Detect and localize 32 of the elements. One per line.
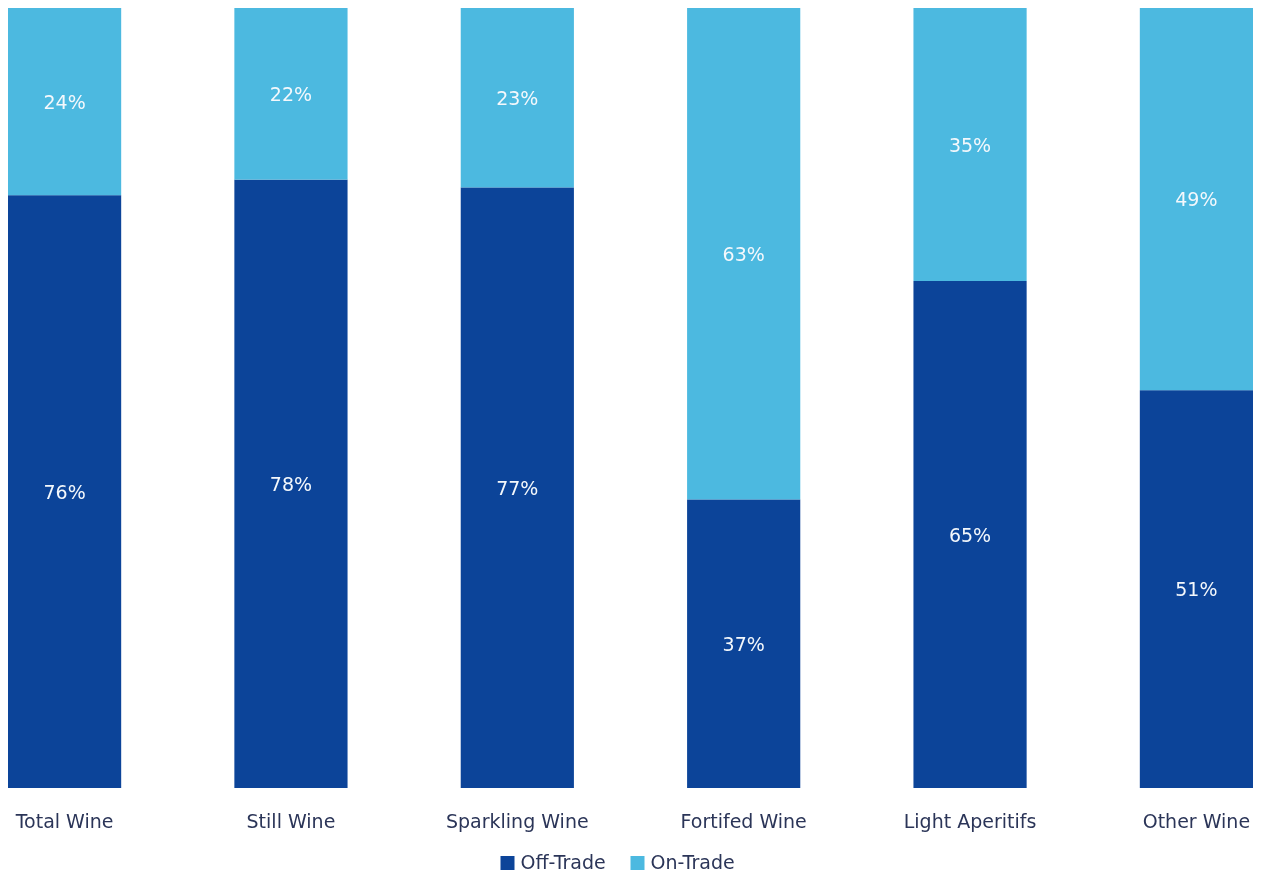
data-label: 37% — [722, 632, 765, 655]
bar — [8, 195, 122, 788]
data-label: 63% — [722, 242, 765, 265]
bar — [460, 187, 574, 788]
data-label: 49% — [1175, 188, 1218, 211]
x-tick-label: Light Aperitifs — [903, 810, 1037, 832]
bar — [687, 499, 801, 788]
x-tick-label: Fortifed Wine — [680, 810, 807, 832]
data-label: 24% — [43, 90, 86, 113]
data-label: 77% — [496, 476, 539, 499]
x-tick-label: Sparkling Wine — [445, 810, 589, 832]
x-tick-label: Total Wine — [14, 810, 114, 832]
bar — [913, 8, 1027, 281]
legend-label: Off-Trade — [520, 851, 606, 873]
bar — [1139, 390, 1253, 788]
data-label: 76% — [43, 480, 86, 503]
bar — [234, 8, 348, 180]
bar — [8, 8, 122, 196]
data-label: 51% — [1175, 578, 1218, 601]
data-label: 65% — [948, 523, 992, 546]
legend-label: On-Trade — [650, 851, 735, 873]
bar — [234, 179, 348, 788]
x-tick-label: Still Wine — [246, 810, 336, 832]
data-label: 22% — [269, 82, 313, 105]
data-label: 35% — [948, 133, 992, 156]
bar — [1139, 8, 1253, 391]
data-label: 23% — [496, 86, 539, 109]
bar — [913, 281, 1027, 788]
data-label: 78% — [269, 472, 313, 495]
x-tick-label: Other Wine — [1142, 810, 1251, 832]
bar — [460, 8, 574, 188]
bar — [687, 8, 801, 500]
